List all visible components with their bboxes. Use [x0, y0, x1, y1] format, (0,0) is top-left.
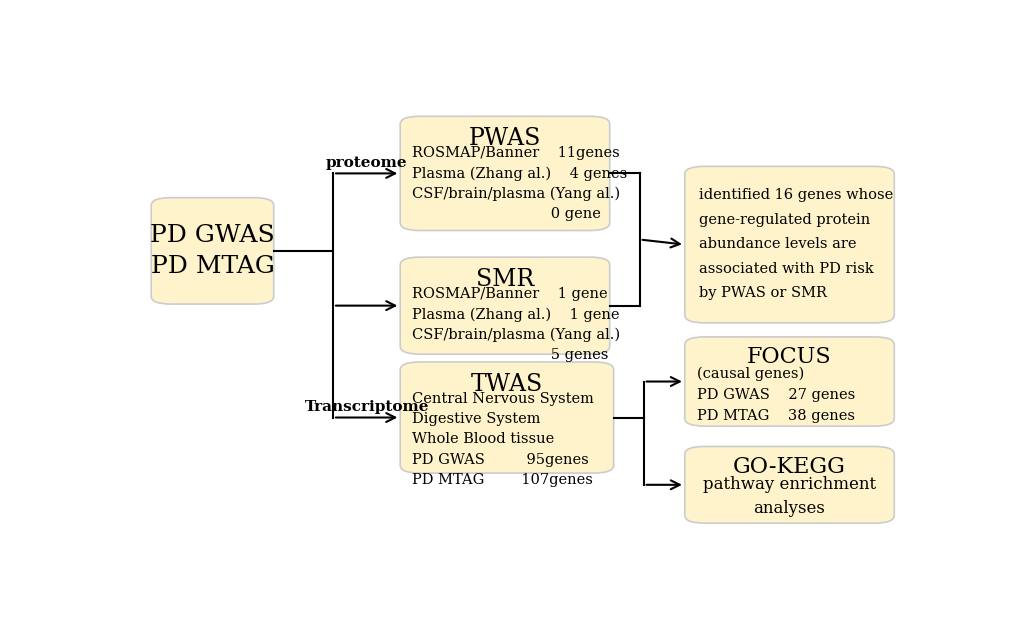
Text: FOCUS: FOCUS	[747, 346, 832, 369]
FancyBboxPatch shape	[399, 362, 613, 473]
Text: abundance levels are: abundance levels are	[698, 237, 856, 251]
FancyBboxPatch shape	[684, 166, 894, 323]
Text: analyses: analyses	[753, 500, 824, 517]
Text: CSF/brain/plasma (Yang al.): CSF/brain/plasma (Yang al.)	[412, 186, 620, 201]
Text: PWAS: PWAS	[469, 127, 541, 150]
Text: TWAS: TWAS	[471, 373, 542, 396]
Text: PD MTAG    38 genes: PD MTAG 38 genes	[696, 410, 854, 423]
Text: by PWAS or SMR: by PWAS or SMR	[698, 286, 826, 300]
Text: PD GWAS         95genes: PD GWAS 95genes	[412, 453, 588, 467]
Text: gene-regulated protein: gene-regulated protein	[698, 213, 869, 227]
Text: 5 genes: 5 genes	[412, 348, 608, 362]
Text: pathway enrichment: pathway enrichment	[702, 476, 875, 493]
FancyBboxPatch shape	[399, 257, 609, 354]
Text: CSF/brain/plasma (Yang al.): CSF/brain/plasma (Yang al.)	[412, 328, 620, 342]
Text: Digestive System: Digestive System	[412, 412, 540, 426]
FancyBboxPatch shape	[399, 117, 609, 231]
Text: PD MTAG        107genes: PD MTAG 107genes	[412, 473, 592, 487]
Text: identified 16 genes whose: identified 16 genes whose	[698, 188, 893, 202]
FancyBboxPatch shape	[151, 198, 273, 304]
Text: proteome: proteome	[325, 156, 407, 169]
FancyBboxPatch shape	[684, 447, 894, 523]
Text: ROSMAP/Banner    11genes: ROSMAP/Banner 11genes	[412, 146, 620, 160]
Text: SMR: SMR	[476, 268, 534, 291]
FancyBboxPatch shape	[684, 337, 894, 426]
Text: (causal genes): (causal genes)	[696, 367, 803, 381]
Text: Transcriptome: Transcriptome	[304, 400, 428, 414]
Text: 0 gene: 0 gene	[412, 207, 600, 221]
Text: Plasma (Zhang al.)    4 genes: Plasma (Zhang al.) 4 genes	[412, 166, 627, 181]
Text: Central Nervous System: Central Nervous System	[412, 392, 593, 406]
Text: associated with PD risk: associated with PD risk	[698, 261, 873, 275]
Text: ROSMAP/Banner    1 gene: ROSMAP/Banner 1 gene	[412, 287, 607, 301]
Text: PD GWAS    27 genes: PD GWAS 27 genes	[696, 388, 854, 402]
Text: PD GWAS: PD GWAS	[150, 224, 274, 247]
Text: Plasma (Zhang al.)    1 gene: Plasma (Zhang al.) 1 gene	[412, 307, 619, 321]
Text: Whole Blood tissue: Whole Blood tissue	[412, 432, 553, 447]
Text: GO-KEGG: GO-KEGG	[733, 456, 845, 478]
Text: PD MTAG: PD MTAG	[151, 255, 274, 278]
